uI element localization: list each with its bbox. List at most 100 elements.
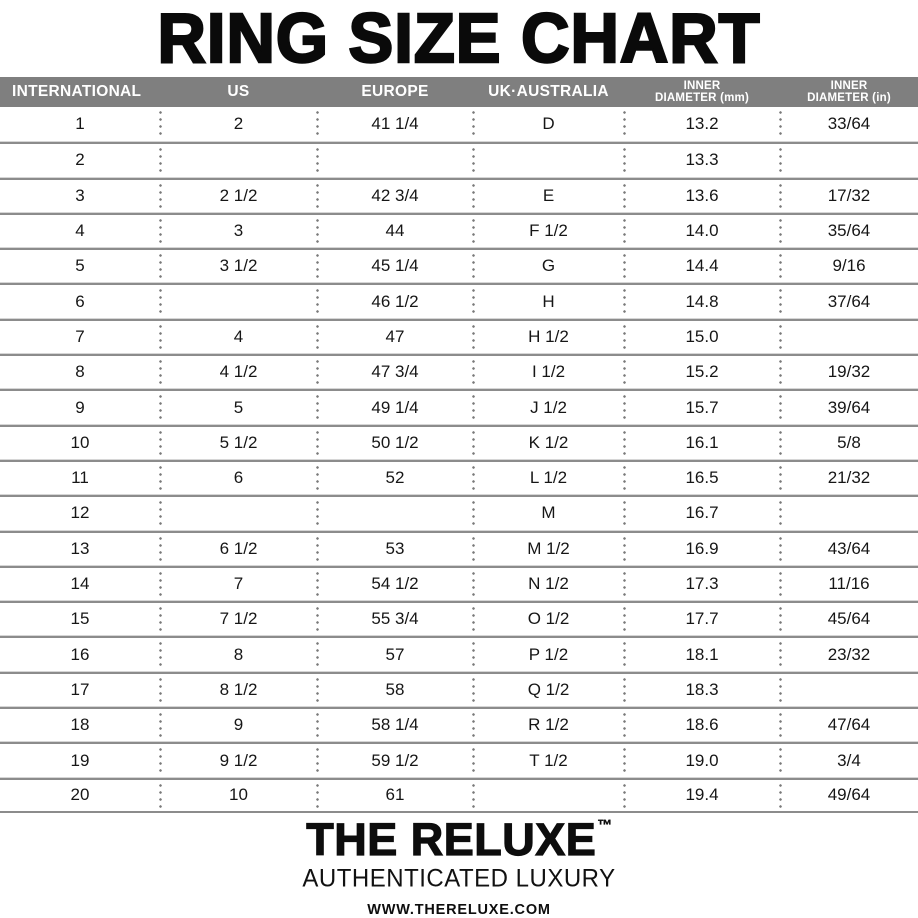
table-cell: 58 <box>315 674 473 706</box>
table-row: 11 6 52 L 1/2 16.5 21/32 <box>0 459 918 496</box>
table-cell: 9 <box>158 709 317 741</box>
table-cell: 16.5 <box>622 462 780 494</box>
table-cell: M <box>471 497 624 529</box>
table-cell: M 1/2 <box>471 533 624 565</box>
column-header-label: INTERNATIONAL <box>12 82 142 100</box>
table-row: 10 5 1/2 50 1/2 K 1/2 16.1 5/8 <box>0 424 918 460</box>
table-cell <box>471 780 624 811</box>
table-cell: 13.3 <box>622 144 780 176</box>
table-cell: 18.6 <box>622 709 780 741</box>
table-cell: 7 <box>75 326 85 346</box>
table-cell: 15.0 <box>622 321 780 353</box>
table-row: 14 7 54 1/2 N 1/2 17.3 11/16 <box>0 565 918 602</box>
table-cell: 58 1/4 <box>315 709 473 741</box>
table-cell: 4 1/2 <box>158 356 317 388</box>
table-cell: 49 1/4 <box>315 391 473 423</box>
table-cell: E <box>471 180 624 212</box>
column-header-inner-diameter-in: INNER DIAMETER (in) <box>780 77 918 107</box>
brand-name: THE RELUXE <box>306 814 597 865</box>
table-row: 7 4 47 H 1/2 15.0 <box>0 318 918 355</box>
table-row: 18 9 58 1/4 R 1/2 18.6 47/64 <box>0 707 918 743</box>
page-header: RING SIZE CHART <box>0 0 918 77</box>
table-cell: 41 1/4 <box>315 107 473 141</box>
table-cell: 10 <box>70 432 90 452</box>
column-header-sublabel: DIAMETER (in) <box>807 92 891 104</box>
website-url: WWW.THERELUXE.COM <box>367 902 551 918</box>
table-cell: 5 1/2 <box>158 427 317 459</box>
table-cell: 15.2 <box>622 356 780 388</box>
table-cell: 5 <box>158 391 317 423</box>
table-cell <box>315 144 473 176</box>
table-cell <box>158 285 317 317</box>
column-header-inner-diameter-mm: INNER DIAMETER (mm) <box>624 77 780 107</box>
brand-logo: THE RELUXE™ <box>306 814 613 865</box>
table-cell: 2 <box>75 150 85 170</box>
table-cell: 16 <box>70 644 90 664</box>
page-title: RING SIZE CHART <box>156 0 761 78</box>
table-cell: 3 <box>75 185 85 205</box>
table-cell: R 1/2 <box>471 709 624 741</box>
table-row: 3 2 1/2 42 3/4 E 13.6 17/32 <box>0 177 918 213</box>
column-header-label: EUROPE <box>361 82 429 100</box>
table-row: 16 8 57 P 1/2 18.1 23/32 <box>0 636 918 672</box>
trademark-symbol: ™ <box>597 817 613 834</box>
table-cell: 3 <box>158 215 317 247</box>
table-cell: 53 <box>315 533 473 565</box>
table-cell <box>778 321 918 353</box>
table-row: 17 8 1/2 58 Q 1/2 18.3 <box>0 671 918 708</box>
table-cell: 2 1/2 <box>158 180 317 212</box>
table-cell: L 1/2 <box>471 462 624 494</box>
table-cell: 19/32 <box>778 356 918 388</box>
column-header-europe: EUROPE <box>317 77 473 107</box>
table-cell: 2 <box>158 107 317 141</box>
table-cell: 50 1/2 <box>315 427 473 459</box>
table-cell: 21/32 <box>778 462 918 494</box>
ring-size-table: INTERNATIONAL US EUROPE UK·AUSTRALIA INN… <box>0 77 918 813</box>
table-cell: 9 1/2 <box>158 744 317 776</box>
column-header-sublabel: DIAMETER (mm) <box>655 92 749 104</box>
table-cell: 16.9 <box>622 533 780 565</box>
table-cell: 7 <box>158 568 317 600</box>
table-cell: 8 <box>75 362 85 382</box>
table-cell: 59 1/2 <box>315 744 473 776</box>
table-cell <box>778 497 918 529</box>
table-cell: 4 <box>75 221 85 241</box>
table-cell: 18.1 <box>622 638 780 670</box>
table-cell: 12 <box>70 503 90 523</box>
brand-tagline: AUTHENTICATED LUXURY <box>302 864 616 893</box>
table-cell: 6 <box>158 462 317 494</box>
table-cell: F 1/2 <box>471 215 624 247</box>
table-cell: 19 <box>70 750 90 770</box>
table-cell: 4 <box>158 321 317 353</box>
table-cell: 10 <box>158 780 317 811</box>
table-row: 9 5 49 1/4 J 1/2 15.7 39/64 <box>0 389 918 425</box>
table-cell: 46 1/2 <box>315 285 473 317</box>
table-cell: J 1/2 <box>471 391 624 423</box>
table-cell: 49/64 <box>778 780 918 811</box>
table-cell: 42 3/4 <box>315 180 473 212</box>
table-cell: 14.4 <box>622 250 780 282</box>
table-cell: 8 1/2 <box>158 674 317 706</box>
table-cell: 16.7 <box>622 497 780 529</box>
table-row: 19 9 1/2 59 1/2 T 1/2 19.0 3/4 <box>0 742 918 778</box>
table-cell: 13.6 <box>622 180 780 212</box>
column-header-label: UK·AUSTRALIA <box>488 82 609 100</box>
table-cell: 5/8 <box>778 427 918 459</box>
brand-footer: THE RELUXE™ AUTHENTICATED LUXURY WWW.THE… <box>0 813 918 918</box>
table-cell <box>158 144 317 176</box>
table-cell: 57 <box>315 638 473 670</box>
table-cell: 13 <box>70 538 90 558</box>
table-row: 13 6 1/2 53 M 1/2 16.9 43/64 <box>0 530 918 566</box>
table-cell: 6 1/2 <box>158 533 317 565</box>
table-cell: 61 <box>315 780 473 811</box>
table-cell: 19.0 <box>622 744 780 776</box>
table-cell: 52 <box>315 462 473 494</box>
table-cell: 45 1/4 <box>315 250 473 282</box>
table-cell: 23/32 <box>778 638 918 670</box>
table-cell: Q 1/2 <box>471 674 624 706</box>
table-row: 6 46 1/2 H 14.8 37/64 <box>0 283 918 319</box>
table-cell: 11 <box>71 468 89 488</box>
table-cell: 5 <box>75 256 85 276</box>
table-cell: 47 <box>315 321 473 353</box>
